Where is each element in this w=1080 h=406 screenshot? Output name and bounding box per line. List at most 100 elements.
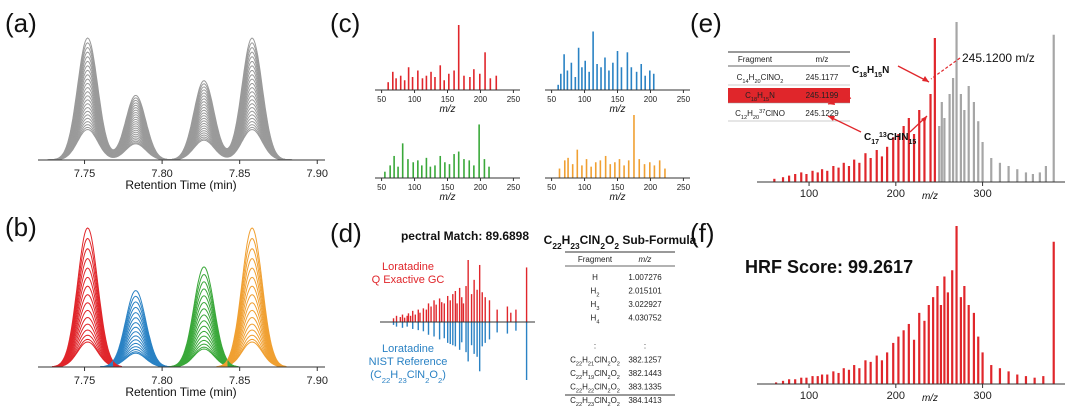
chart-e-arrowhead-top	[922, 76, 929, 82]
tick-label: 50	[547, 95, 556, 104]
formula-part: Sub-Formula	[619, 233, 697, 247]
formula-part: ClN	[594, 356, 608, 365]
formula-sub: 2	[425, 376, 429, 385]
formula-sub: 12	[741, 115, 747, 121]
chart-b-trace	[52, 227, 122, 368]
formula-part: H	[747, 109, 753, 118]
formula-part: H	[591, 300, 597, 309]
tick-label: 50	[547, 183, 556, 192]
formula-sub: 2	[780, 79, 783, 85]
chart-e-annotation: 245.1200 m/z	[962, 51, 1035, 65]
table-cell-fragment: C22H23ClN2O2	[570, 396, 620, 406]
chart-c-xlabel: m/z	[439, 192, 455, 203]
chart-a-chromatogram: 7.75 7.80 7.85 7.90 Retention Time (min)	[38, 37, 328, 192]
formula-part: ClN	[594, 396, 608, 405]
table-cell-fragment: C22H22ClN2O2	[570, 383, 620, 395]
formula-sup: 37	[759, 109, 765, 115]
formula-part: C	[570, 356, 576, 365]
table-cell-mz: 382.1443	[628, 369, 662, 378]
formula-part: O	[611, 396, 617, 405]
formula-part: C	[735, 109, 741, 118]
formula-sub: 22	[576, 402, 582, 406]
table-cell-fragment: H	[592, 273, 598, 282]
formula-part: H	[582, 383, 588, 392]
tick-label: 250	[677, 183, 691, 192]
formula-part: ClN	[580, 233, 601, 247]
tick-label: 150	[441, 183, 455, 192]
formula-part: C	[544, 233, 553, 247]
formula-sub: 3	[596, 306, 599, 312]
table-cell-mz: 245.1199	[806, 91, 839, 100]
formula-part: H	[390, 369, 398, 381]
formula-sub: 22	[588, 389, 594, 395]
tick-label: 7.80	[151, 375, 172, 387]
tick-label: 100	[408, 95, 422, 104]
tick-label: 100	[800, 390, 818, 402]
formula-part: H	[591, 314, 597, 323]
chart-d-title: pectral Match: 89.6898	[401, 229, 529, 243]
chart-b-trace	[216, 248, 287, 368]
tick-label: 200	[474, 95, 488, 104]
formula-sub: 20	[754, 79, 760, 85]
chart-e-arrowhead-left	[828, 100, 835, 105]
tick-label: 200	[644, 183, 658, 192]
formula-part: CH	[887, 132, 901, 143]
formula-part: ClNO	[761, 73, 781, 82]
formula-sub: 15	[909, 139, 917, 146]
table-cell-fragment: :	[594, 342, 596, 351]
chart-e-annotation-line	[930, 57, 961, 80]
tick-label: 200	[887, 188, 905, 200]
tick-label: 7.85	[229, 168, 250, 180]
tick-label: 250	[677, 95, 691, 104]
table-cell-fragment: H2	[591, 287, 600, 299]
table-cell-fragment: C14H20ClNO2	[737, 73, 784, 85]
formula-part: ClN	[407, 369, 425, 381]
table-cell-fragment: C18H15N	[745, 91, 775, 103]
panel-label-d: (d)	[330, 218, 362, 248]
formula-sub: 14	[742, 79, 748, 85]
tick-label: 7.85	[229, 375, 250, 387]
chart-b-trace	[216, 285, 287, 368]
chart-d-bottom-label-2: NIST Reference	[369, 356, 448, 368]
chart-d-top-label-2: Q Exactive GC	[372, 274, 445, 286]
tick-label: 50	[377, 183, 386, 192]
formula-part: :	[594, 342, 596, 351]
formula-part: C	[570, 383, 576, 392]
formula-part: O	[611, 383, 617, 392]
table-cell-mz: :	[644, 342, 646, 351]
formula-sub: 2	[600, 241, 605, 251]
chart-d-bottom-label-1: Loratadine	[382, 343, 434, 355]
chart-b-trace	[52, 258, 122, 368]
formula-sub: 2	[617, 389, 620, 395]
formula-sub: 2	[617, 402, 620, 406]
formula-part: ClN	[594, 383, 608, 392]
chart-a-xlabel: Retention Time (min)	[125, 178, 236, 192]
formula-part: C	[570, 396, 576, 405]
tick-label: 7.80	[151, 168, 172, 180]
tick-label: 250	[507, 183, 521, 192]
panel-label-c: (c)	[330, 8, 360, 38]
chart-a-trace	[38, 37, 325, 161]
formula-sub: 21	[588, 362, 594, 368]
panel-label-e: (e)	[690, 8, 722, 38]
chart-b-trace	[216, 294, 287, 368]
chart-c-xlabel: m/z	[609, 192, 625, 203]
formula-sub: 23	[588, 402, 594, 406]
chart-b-chromatogram: 7.75 7.80 7.85 7.90 Retention Time (min)	[38, 227, 328, 399]
formula-part: H	[591, 287, 597, 296]
chart-c-xlabel: m/z	[439, 104, 455, 115]
formula-part: H	[582, 369, 588, 378]
tick-label: 300	[973, 390, 991, 402]
chart-c-xlabel: m/z	[609, 104, 625, 115]
table-cell-mz: 4.030752	[628, 314, 662, 323]
tick-label: 7.90	[307, 168, 328, 180]
chart-e-xlabel: m/z	[922, 191, 938, 202]
formula-part: H	[562, 233, 571, 247]
chart-b-trace	[168, 288, 239, 368]
chart-b-xlabel: Retention Time (min)	[125, 385, 236, 399]
table-cell-mz: 2.015101	[628, 287, 662, 296]
panel-label-b: (b)	[5, 212, 37, 242]
chart-b-trace	[100, 290, 171, 368]
